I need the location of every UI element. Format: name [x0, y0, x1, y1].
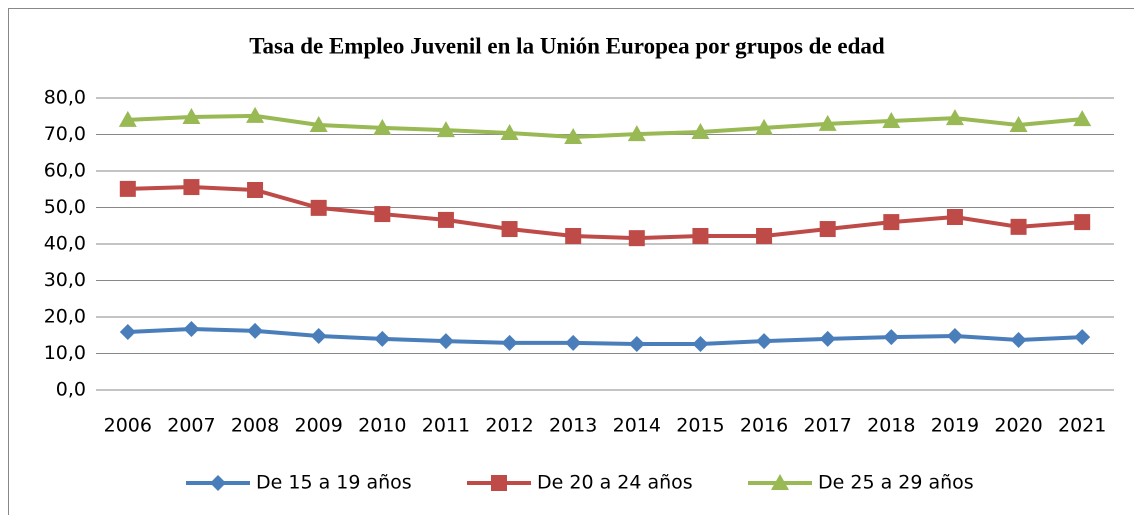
- y-tick-label: 10,0: [44, 342, 86, 364]
- marker-triangle: [182, 107, 201, 124]
- marker-diamond: [374, 330, 391, 347]
- x-tick-label: 2016: [740, 415, 788, 437]
- marker-triangle: [1073, 110, 1092, 127]
- marker-triangle: [309, 116, 328, 133]
- marker-square: [183, 179, 200, 196]
- y-tick-label: 60,0: [44, 160, 86, 182]
- marker-triangle: [882, 111, 901, 128]
- marker-diamond: [946, 327, 963, 344]
- marker-triangle: [118, 110, 137, 127]
- marker-diamond: [1010, 331, 1027, 348]
- marker-triangle: [755, 118, 774, 135]
- marker-triangle: [500, 124, 519, 141]
- marker-square: [819, 221, 836, 238]
- marker-diamond: [756, 333, 773, 350]
- y-tick-label: 50,0: [44, 196, 86, 218]
- y-tick-label: 30,0: [44, 269, 86, 291]
- marker-triangle: [627, 125, 646, 142]
- marker-triangle: [1009, 116, 1028, 133]
- marker-diamond: [437, 333, 454, 350]
- x-tick-label: 2014: [613, 415, 661, 437]
- marker-square: [883, 214, 900, 231]
- marker-triangle: [818, 114, 837, 131]
- marker-square: [1074, 214, 1091, 231]
- x-tick-label: 2007: [167, 415, 215, 437]
- marker-triangle: [246, 106, 265, 123]
- x-tick-label: 2019: [931, 415, 979, 437]
- marker-square: [310, 199, 327, 216]
- marker-diamond: [1074, 329, 1091, 346]
- marker-diamond: [565, 334, 582, 351]
- marker-diamond: [628, 336, 645, 353]
- marker-square: [756, 227, 773, 244]
- marker-triangle: [945, 109, 964, 126]
- y-tick-label: 80,0: [44, 87, 86, 109]
- marker-square: [119, 180, 136, 197]
- marker-square: [501, 221, 518, 238]
- marker-square: [692, 227, 709, 244]
- legend-label: De 25 a 29 años: [818, 472, 974, 494]
- marker-diamond: [247, 322, 264, 339]
- x-tick-label: 2015: [676, 415, 724, 437]
- x-tick-label: 2021: [1058, 415, 1106, 437]
- legend-label: De 20 a 24 años: [537, 472, 693, 494]
- series-line: [127, 185, 1083, 241]
- marker-square: [247, 181, 264, 198]
- x-tick-label: 2009: [295, 415, 343, 437]
- y-tick-label: 20,0: [44, 306, 86, 328]
- marker-diamond: [183, 321, 200, 338]
- y-tick-label: 40,0: [44, 233, 86, 255]
- x-tick-label: 2017: [804, 415, 852, 437]
- legend-label: De 15 a 19 años: [256, 472, 412, 494]
- x-tick-label: 2006: [104, 415, 152, 437]
- marker-triangle: [436, 121, 455, 138]
- x-tick-label: 2010: [358, 415, 406, 437]
- series-line: [127, 327, 1083, 347]
- legend-marker: [771, 474, 789, 490]
- chart-title: Tasa de Empleo Juvenil en la Unión Europ…: [249, 33, 885, 58]
- marker-square: [565, 227, 582, 244]
- legend-marker: [210, 475, 226, 491]
- y-tick-label: 0,0: [56, 379, 86, 401]
- x-tick-label: 2013: [549, 415, 597, 437]
- marker-diamond: [310, 327, 327, 344]
- marker-square: [628, 230, 645, 247]
- y-tick-label: 70,0: [44, 123, 86, 145]
- marker-diamond: [692, 336, 709, 353]
- series-line: [127, 113, 1083, 140]
- chart-frame: [8, 8, 1134, 515]
- x-tick-label: 2020: [994, 415, 1042, 437]
- marker-square: [374, 206, 391, 223]
- x-tick-label: 2012: [485, 415, 533, 437]
- legend-marker: [491, 475, 507, 491]
- marker-triangle: [691, 122, 710, 139]
- x-tick-label: 2018: [867, 415, 915, 437]
- x-tick-label: 2011: [422, 415, 470, 437]
- marker-square: [1010, 218, 1027, 235]
- marker-triangle: [564, 128, 583, 145]
- marker-diamond: [119, 323, 136, 340]
- marker-diamond: [501, 334, 518, 351]
- marker-triangle: [373, 118, 392, 135]
- marker-square: [437, 211, 454, 228]
- marker-diamond: [819, 330, 836, 347]
- marker-square: [946, 208, 963, 225]
- marker-diamond: [883, 329, 900, 346]
- x-tick-label: 2008: [231, 415, 279, 437]
